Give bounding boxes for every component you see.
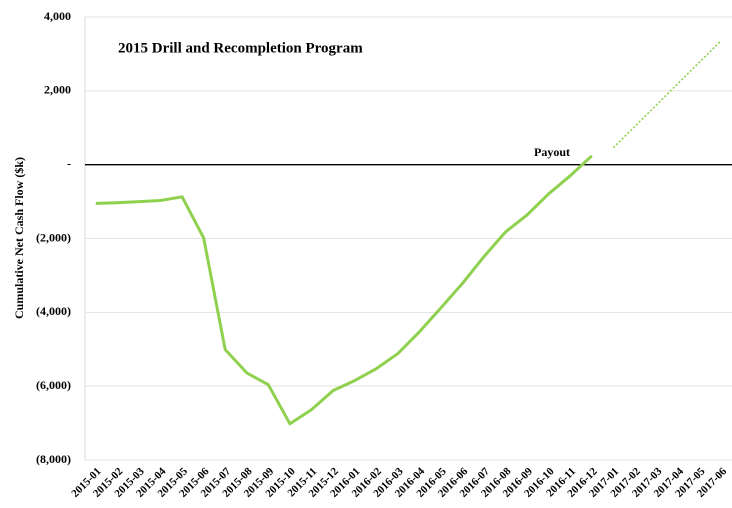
y-tick-label: (6,000) (36, 378, 71, 392)
y-tick-label: 2,000 (44, 83, 71, 97)
annotation: Payout (534, 145, 570, 159)
chart-title: 2015 Drill and Recompletion Program (118, 40, 363, 56)
y-tick-label: (4,000) (36, 304, 71, 318)
y-tick-label: (8,000) (36, 452, 71, 466)
y-tick-label: (2,000) (36, 230, 71, 244)
y-axis-label: Cumulative Net Cash Flow ($k) (12, 157, 26, 319)
y-tick-label: 4,000 (44, 9, 71, 23)
line-series (95, 154, 593, 426)
line-series (612, 40, 722, 149)
y-tick-label: - (67, 156, 71, 170)
